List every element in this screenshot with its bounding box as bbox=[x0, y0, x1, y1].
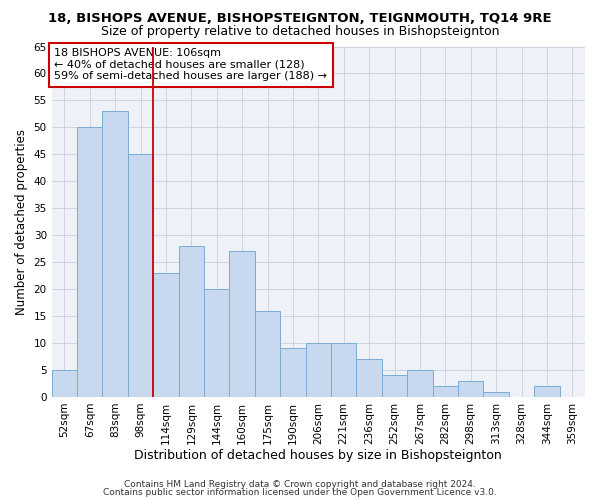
Text: 18 BISHOPS AVENUE: 106sqm
← 40% of detached houses are smaller (128)
59% of semi: 18 BISHOPS AVENUE: 106sqm ← 40% of detac… bbox=[55, 48, 328, 82]
Bar bbox=[128, 154, 153, 397]
Bar bbox=[52, 370, 77, 397]
Text: 18, BISHOPS AVENUE, BISHOPSTEIGNTON, TEIGNMOUTH, TQ14 9RE: 18, BISHOPS AVENUE, BISHOPSTEIGNTON, TEI… bbox=[48, 12, 552, 26]
Bar bbox=[179, 246, 204, 397]
Y-axis label: Number of detached properties: Number of detached properties bbox=[15, 128, 28, 314]
Bar bbox=[229, 252, 255, 397]
Bar bbox=[458, 381, 484, 397]
Bar bbox=[484, 392, 509, 397]
Bar bbox=[382, 376, 407, 397]
Bar bbox=[280, 348, 305, 397]
Bar bbox=[433, 386, 458, 397]
Text: Contains public sector information licensed under the Open Government Licence v3: Contains public sector information licen… bbox=[103, 488, 497, 497]
Bar bbox=[534, 386, 560, 397]
X-axis label: Distribution of detached houses by size in Bishopsteignton: Distribution of detached houses by size … bbox=[134, 450, 502, 462]
Bar bbox=[305, 343, 331, 397]
Bar bbox=[356, 359, 382, 397]
Text: Size of property relative to detached houses in Bishopsteignton: Size of property relative to detached ho… bbox=[101, 25, 499, 38]
Bar bbox=[331, 343, 356, 397]
Bar bbox=[153, 273, 179, 397]
Bar bbox=[103, 111, 128, 397]
Text: Contains HM Land Registry data © Crown copyright and database right 2024.: Contains HM Land Registry data © Crown c… bbox=[124, 480, 476, 489]
Bar bbox=[204, 289, 229, 397]
Bar bbox=[255, 310, 280, 397]
Bar bbox=[77, 128, 103, 397]
Bar bbox=[407, 370, 433, 397]
